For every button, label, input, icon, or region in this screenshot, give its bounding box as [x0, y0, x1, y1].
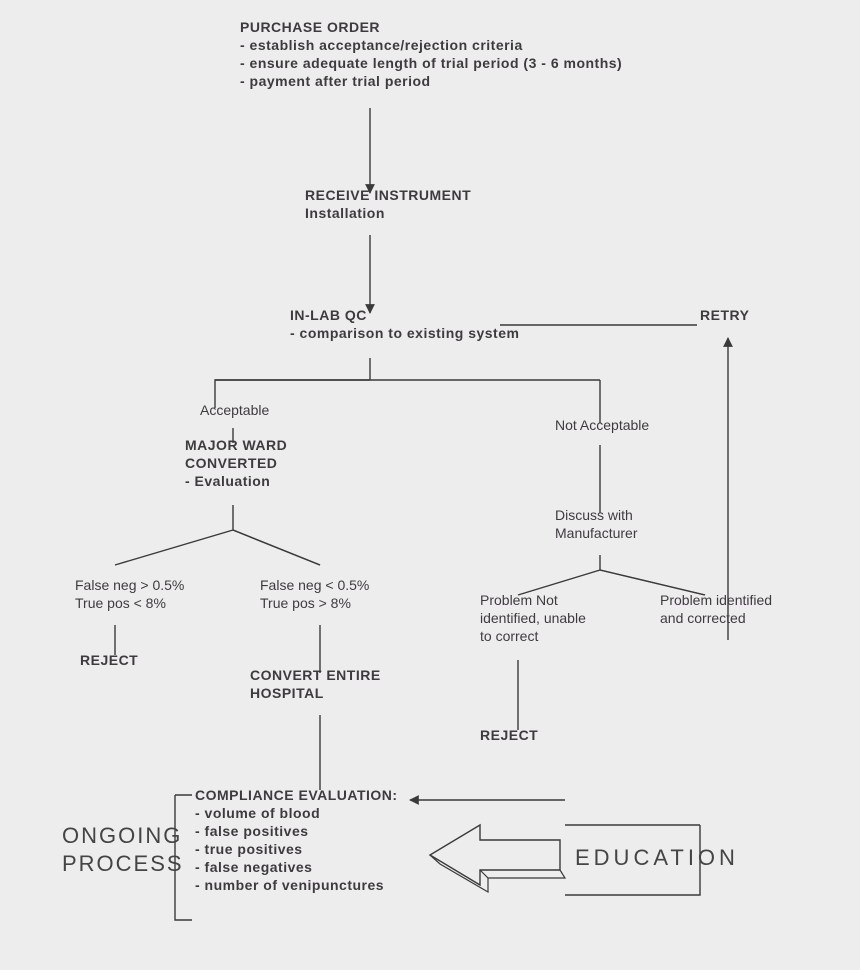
- node-convert-line-1: HOSPITAL: [250, 685, 324, 701]
- node-compliance-line-5: - number of venipunctures: [195, 877, 384, 893]
- node-convert: CONVERT ENTIRE HOSPITAL: [250, 667, 381, 701]
- node-inlab-line-1: - comparison to existing system: [290, 325, 519, 341]
- node-majorward: MAJOR WARD CONVERTED - Evaluation: [185, 437, 287, 489]
- node-compliance-line-2: - false positives: [195, 823, 309, 839]
- node-notacceptable-line-0: Not Acceptable: [555, 417, 649, 433]
- node-prob_notid-line-0: Problem Not: [480, 592, 558, 608]
- node-education-line-0: EDUCATION: [575, 845, 739, 870]
- node-receive-line-1: Installation: [305, 205, 385, 221]
- node-prob_notid-line-2: to correct: [480, 628, 538, 644]
- node-acceptable: Acceptable: [200, 402, 269, 418]
- node-purchase-line-0: PURCHASE ORDER: [240, 19, 380, 35]
- node-compliance: COMPLIANCE EVALUATION: - volume of blood -…: [195, 787, 398, 893]
- node-receive-line-0: RECEIVE INSTRUMENT: [305, 187, 471, 203]
- node-purchase-line-2: - ensure adequate length of trial period…: [240, 55, 622, 71]
- node-ongoing-line-0: ONGOING: [62, 823, 182, 848]
- node-compliance-line-4: - false negatives: [195, 859, 312, 875]
- node-reject2: REJECT: [480, 727, 538, 743]
- node-prob_notid-line-1: identified, unable: [480, 610, 586, 626]
- node-ongoing: ONGOING PROCESS: [62, 823, 184, 876]
- node-majorward-line-1: CONVERTED: [185, 455, 277, 471]
- node-compliance-line-3: - true positives: [195, 841, 303, 857]
- node-compliance-line-0: COMPLIANCE EVALUATION:: [195, 787, 398, 803]
- node-eval_accept-line-1: True pos > 8%: [260, 595, 351, 611]
- node-purchase-line-3: - payment after trial period: [240, 73, 431, 89]
- node-convert-line-0: CONVERT ENTIRE: [250, 667, 381, 683]
- node-reject1: REJECT: [80, 652, 138, 668]
- node-prob_id-line-1: and corrected: [660, 610, 746, 626]
- node-inlab-line-0: IN-LAB QC: [290, 307, 367, 323]
- node-discuss: Discuss with Manufacturer: [555, 507, 638, 541]
- education-arrow: [430, 825, 565, 892]
- node-eval_accept-line-0: False neg < 0.5%: [260, 577, 369, 593]
- node-purchase: PURCHASE ORDER - establish acceptance/rej…: [240, 19, 622, 89]
- node-compliance-line-1: - volume of blood: [195, 805, 320, 821]
- node-retry: RETRY: [700, 307, 750, 323]
- node-reject1-line-0: REJECT: [80, 652, 138, 668]
- edge-6-l: [115, 505, 233, 565]
- node-prob_id: Problem identified and corrected: [660, 592, 772, 626]
- node-acceptable-line-0: Acceptable: [200, 402, 269, 418]
- node-education: EDUCATION: [575, 845, 739, 870]
- node-eval_reject-line-0: False neg > 0.5%: [75, 577, 184, 593]
- node-discuss-line-1: Manufacturer: [555, 525, 638, 541]
- edge-6-r: [233, 530, 320, 565]
- node-inlab: IN-LAB QC - comparison to existing system: [290, 307, 519, 341]
- node-purchase-line-1: - establish acceptance/rejection criteri…: [240, 37, 523, 53]
- node-ongoing-line-1: PROCESS: [62, 851, 184, 876]
- node-retry-line-0: RETRY: [700, 307, 750, 323]
- node-reject2-line-0: REJECT: [480, 727, 538, 743]
- node-prob_notid: Problem Not identified, unable to correct: [480, 592, 586, 644]
- node-majorward-line-2: - Evaluation: [185, 473, 270, 489]
- node-majorward-line-0: MAJOR WARD: [185, 437, 287, 453]
- node-eval_reject-line-1: True pos < 8%: [75, 595, 166, 611]
- node-prob_id-line-0: Problem identified: [660, 592, 772, 608]
- node-receive: RECEIVE INSTRUMENT Installation: [305, 187, 471, 221]
- node-eval_reject: False neg > 0.5% True pos < 8%: [75, 577, 184, 611]
- node-eval_accept: False neg < 0.5% True pos > 8%: [260, 577, 369, 611]
- edge-8-l: [518, 555, 600, 595]
- node-discuss-line-0: Discuss with: [555, 507, 633, 523]
- node-notacceptable: Not Acceptable: [555, 417, 649, 433]
